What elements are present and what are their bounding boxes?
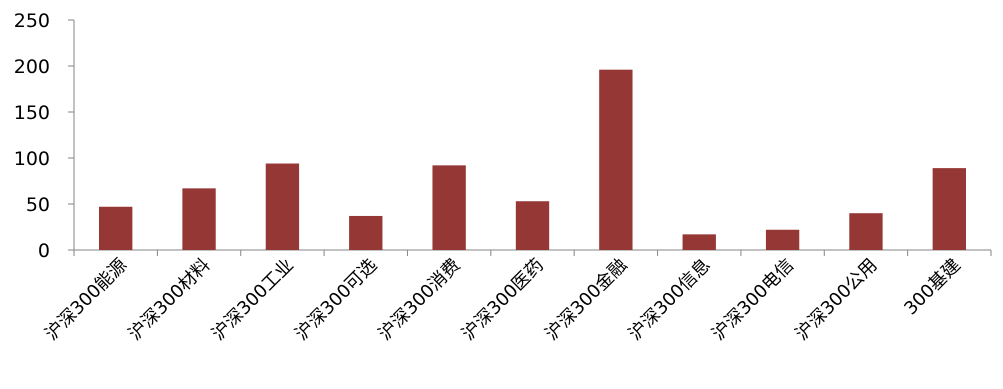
y-tick-label: 100	[14, 148, 50, 170]
x-category-label: 沪深300工业	[208, 255, 298, 345]
x-category-label: 沪深300金融	[541, 255, 631, 345]
y-tick-label: 50	[26, 194, 50, 216]
x-category-label: 沪深300公用	[791, 255, 881, 345]
x-category-label: 沪深300电信	[708, 255, 798, 345]
bar	[765, 229, 800, 250]
bar	[599, 69, 633, 251]
x-ticks	[73, 250, 992, 256]
y-tick-label: 0	[38, 240, 50, 262]
bars	[99, 69, 966, 251]
y-tick-label: 150	[14, 102, 50, 124]
x-category-label: 沪深300消费	[375, 255, 465, 345]
x-category-label: 沪深300能源	[41, 255, 131, 345]
bar	[182, 188, 216, 250]
bar	[265, 163, 300, 250]
x-category-label: 沪深300可选	[291, 255, 381, 345]
x-category-label: 沪深300信息	[625, 255, 715, 345]
bar	[432, 165, 466, 250]
y-ticks: 0 50 100 150 200 250	[14, 10, 74, 262]
x-category-label: 沪深300医药	[458, 255, 548, 345]
y-axis: 0 50 100 150 200 250	[14, 10, 75, 262]
bar	[349, 215, 383, 250]
bar	[515, 201, 550, 250]
category-labels: 沪深300能源沪深300材料沪深300工业沪深300可选沪深300消费沪深300…	[41, 255, 965, 345]
x-category-label: 沪深300材料	[125, 255, 215, 345]
bar	[932, 168, 966, 250]
bar	[99, 206, 133, 250]
y-tick-label: 250	[14, 10, 50, 32]
bar	[849, 213, 883, 250]
y-tick-label: 200	[14, 56, 50, 78]
bar	[682, 234, 716, 250]
x-category-label: 300基建	[900, 255, 965, 320]
